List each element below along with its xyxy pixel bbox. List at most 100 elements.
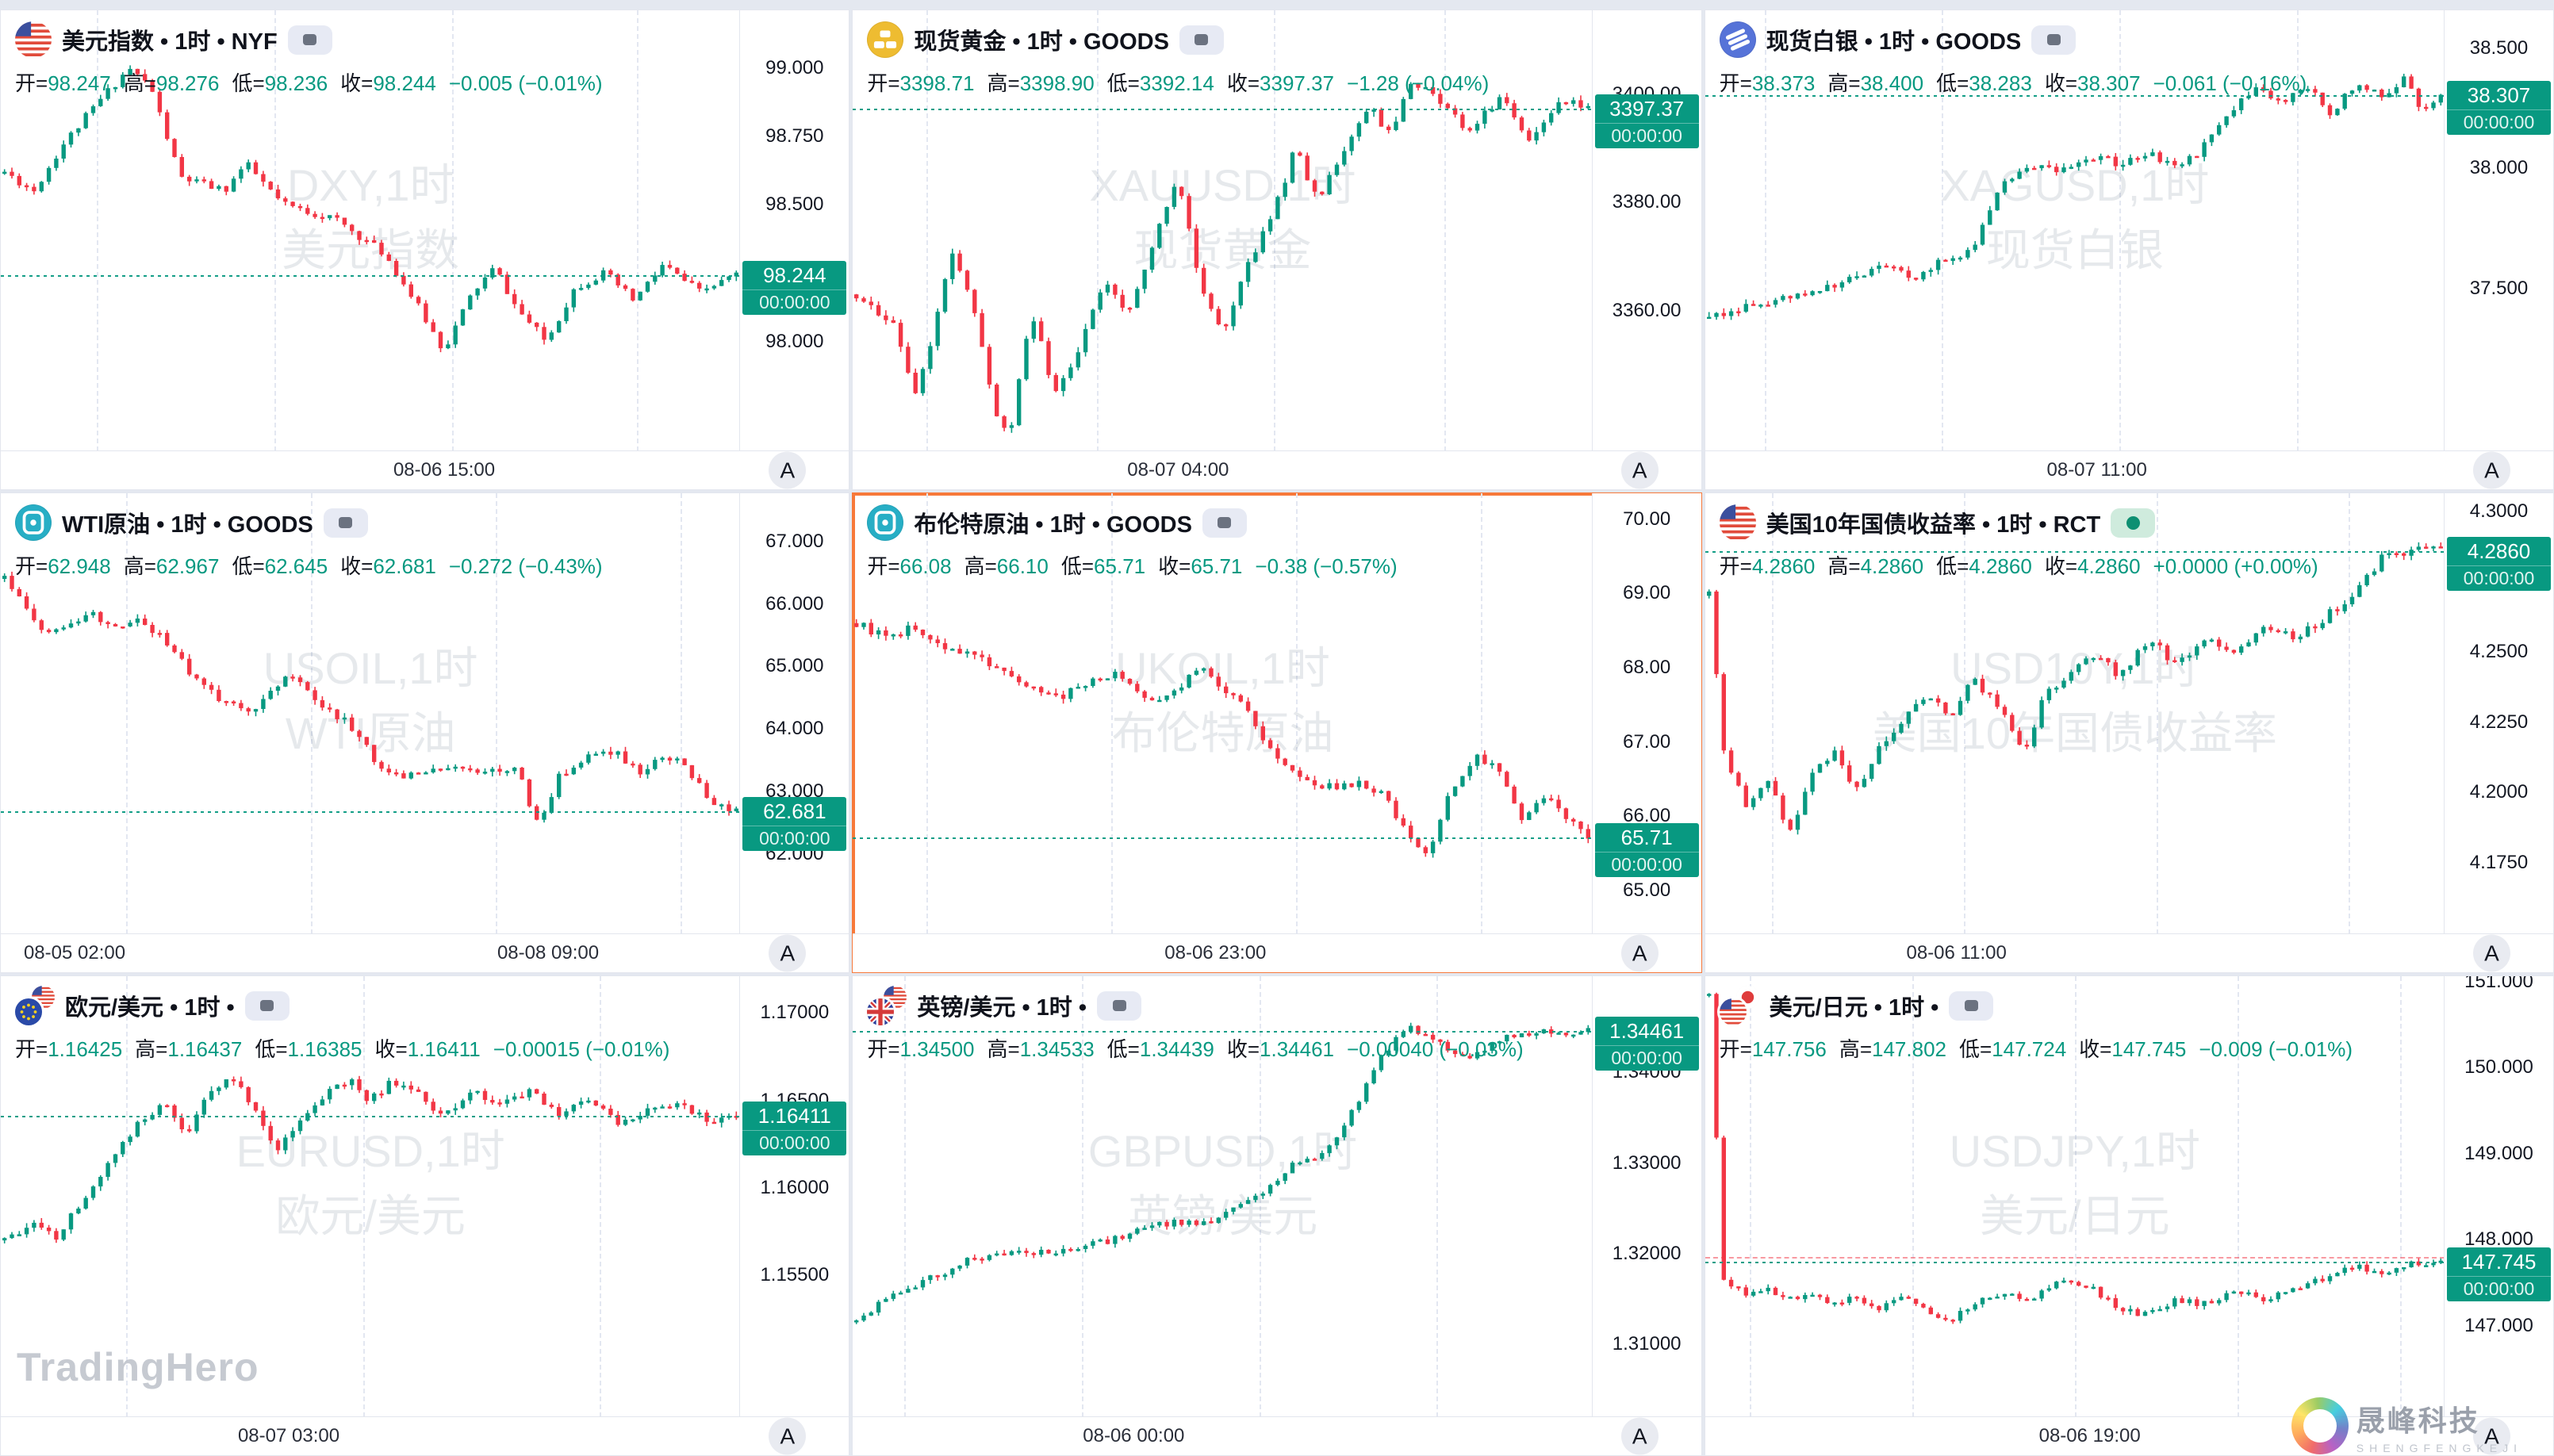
time-axis[interactable]: A 08-07 04:00: [853, 450, 1701, 489]
symbol-title[interactable]: WTI原油 • 1时 • GOODS: [62, 512, 313, 538]
chart-area[interactable]: EURUSD,1时 欧元/美元 TradingHero 欧元/美元 • 1时 • …: [1, 976, 741, 1417]
ohlc-low: 低=62.645: [232, 554, 328, 578]
price-tick: 1.32000: [1612, 1243, 1682, 1264]
session-break-line: [904, 976, 907, 1417]
time-axis[interactable]: A 08-06 11:00: [1705, 933, 2553, 972]
auto-scale-button[interactable]: A: [1620, 1417, 1659, 1455]
shengfeng-logo: 晟峰科技 SHENGFENGKEJI: [2291, 1397, 2522, 1454]
price-axis[interactable]: 38.500 38.000 37.500 38.307 00:00:00: [2444, 10, 2553, 451]
chart-panel-eurusd[interactable]: EURUSD,1时 欧元/美元 TradingHero 欧元/美元 • 1时 • …: [0, 975, 850, 1456]
chart-panel-usoil[interactable]: USOIL,1时 WTI原油 WTI原油 • 1时 • GOODS 开=62.94…: [0, 492, 850, 973]
symbol-title[interactable]: 现货白银 • 1时 • GOODS: [1766, 29, 2022, 55]
ohlc-change: −0.00015 (−0.01%): [493, 1037, 670, 1061]
legend-toggle[interactable]: [2031, 25, 2077, 55]
toggle-dot-icon: [303, 34, 317, 45]
session-break-line: [1749, 976, 1751, 1417]
time-axis[interactable]: A 08-06 23:00: [853, 933, 1701, 972]
chart-area[interactable]: USD10Y,1时 美国10年国债收益率 美国10年国债收益率 • 1时 • RC…: [1705, 493, 2445, 934]
legend-toggle[interactable]: [1097, 990, 1141, 1021]
ohlc-change: −0.005 (−0.01%): [448, 71, 603, 95]
auto-scale-button[interactable]: A: [2473, 1417, 2510, 1455]
price-tick: 98.500: [765, 193, 824, 215]
price-tick: 1.15500: [760, 1264, 830, 1285]
price-axis[interactable]: 1.17000 1.16500 1.16000 1.15500 1.16411 00:00…: [739, 976, 849, 1417]
price-axis[interactable]: 4.3000 4.2500 4.2250 4.2000 4.1750 4.2860 00:0…: [2444, 493, 2553, 934]
auto-scale-button[interactable]: A: [2473, 451, 2510, 489]
auto-scale-button[interactable]: A: [1620, 934, 1659, 972]
chart-panel-xagusd[interactable]: XAGUSD,1时 现货白银 现货白银 • 1时 • GOODS 开=38.373…: [1704, 10, 2554, 490]
chart-area[interactable]: USDJPY,1时 美元/日元 美元/日元 • 1时 • 开=147.756 高=1…: [1705, 976, 2445, 1417]
symbol-title[interactable]: 美元/日元 • 1时 •: [1769, 995, 1939, 1021]
auto-scale-button[interactable]: A: [769, 934, 807, 972]
legend-toggle-active[interactable]: [2111, 508, 2156, 538]
ohlc-change: −0.061 (−0.16%): [2153, 71, 2307, 95]
price-axis[interactable]: 99.000 98.750 98.500 98.000 98.244 00:00:00: [739, 10, 849, 451]
session-break-line: [600, 976, 601, 1417]
session-break-line: [1764, 10, 1766, 451]
time-axis[interactable]: A 08-06 00:00: [853, 1416, 1701, 1455]
chart-panel-gbpusd[interactable]: GBPUSD,1时 英镑/美元 英镑/美元 • 1时 • 开=1.34500 高=1…: [852, 975, 1702, 1456]
chart-area[interactable]: XAUUSD,1时 现货黄金 现货黄金 • 1时 • GOODS 开=3398.7…: [853, 10, 1593, 451]
chart-panel-usdjpy[interactable]: USDJPY,1时 美元/日元 美元/日元 • 1时 • 开=147.756 高=1…: [1704, 975, 2554, 1456]
auto-scale-button[interactable]: A: [2473, 934, 2510, 972]
ohlc-open: 开=147.756: [1719, 1037, 1827, 1061]
chart-legend: 美国10年国债收益率 • 1时 • RCT 开=4.2860 高=4.2860 低=…: [1719, 503, 2318, 580]
auto-scale-button[interactable]: A: [1620, 451, 1659, 489]
chart-legend: 现货白银 • 1时 • GOODS 开=38.373 高=38.400 低=38.2…: [1719, 20, 2307, 97]
price-axis[interactable]: 1.34000 1.33000 1.32000 1.31000 1.34461 00:00…: [1591, 976, 1701, 1417]
legend-toggle[interactable]: [1179, 25, 1224, 55]
symbol-title[interactable]: 美国10年国债收益率 • 1时 • RCT: [1766, 512, 2101, 538]
chart-area[interactable]: XAGUSD,1时 现货白银 现货白银 • 1时 • GOODS 开=38.373…: [1705, 10, 2445, 451]
symbol-title[interactable]: 布伦特原油 • 1时 • GOODS: [914, 512, 1192, 538]
toggle-dot-icon: [1964, 1000, 1978, 1011]
time-axis[interactable]: A 08-07 11:00: [1705, 450, 2553, 489]
session-break-line: [1963, 493, 1965, 934]
chart-panel-us10y[interactable]: USD10Y,1时 美国10年国债收益率 美国10年国债收益率 • 1时 • RC…: [1704, 492, 2554, 973]
price-tick: 1.31000: [1612, 1333, 1682, 1354]
time-axis[interactable]: A 08-06 15:00: [1, 450, 849, 489]
time-axis[interactable]: A 08-07 03:00: [1, 1416, 849, 1455]
ohlc-close: 收=98.244: [340, 71, 436, 95]
legend-toggle[interactable]: [287, 25, 332, 55]
time-axis-label: 08-06 11:00: [1906, 942, 2007, 964]
last-price-badge: 1.16411 00:00:00: [742, 1102, 847, 1155]
time-axis-label: 08-06 19:00: [2038, 1425, 2141, 1446]
auto-scale-button[interactable]: A: [769, 451, 807, 489]
price-tick: 3380.00: [1612, 191, 1682, 213]
chart-panel-dxy[interactable]: DXY,1时 美元指数 美元指数 • 1时 • NYF 开=98.247 高=98.…: [0, 10, 850, 490]
price-axis[interactable]: 151.000 150.000 149.000 148.000 147.000 147.7…: [2444, 976, 2553, 1417]
last-price-badge: 1.34461 00:00:00: [1594, 1017, 1699, 1071]
chart-area[interactable]: USOIL,1时 WTI原油 WTI原油 • 1时 • GOODS 开=62.94…: [1, 493, 741, 934]
time-axis[interactable]: A 08-05 02:00 08-08 09:00: [1, 933, 849, 972]
usd-jpy-flags-icon: [1719, 986, 1759, 1025]
chart-legend: 美元/日元 • 1时 • 开=147.756 高=147.802 低=147.724…: [1719, 986, 2353, 1063]
chart-area[interactable]: GBPUSD,1时 英镑/美元 英镑/美元 • 1时 • 开=1.34500 高=1…: [853, 976, 1593, 1417]
time-axis-label: 08-07 11:00: [2046, 459, 2147, 481]
price-axis[interactable]: 70.00 69.00 68.00 67.00 66.00 65.00 65.71 00:00…: [1591, 493, 1701, 934]
legend-toggle[interactable]: [1202, 508, 1247, 538]
legend-toggle[interactable]: [1949, 990, 1994, 1021]
price-tick: 66.00: [1623, 805, 1671, 826]
session-break-line: [2399, 976, 2402, 1417]
auto-scale-button[interactable]: A: [769, 1417, 807, 1455]
symbol-title[interactable]: 英镑/美元 • 1时 •: [917, 995, 1087, 1021]
symbol-title[interactable]: 美元指数 • 1时 • NYF: [62, 29, 278, 55]
symbol-title[interactable]: 现货黄金 • 1时 • GOODS: [914, 29, 1169, 55]
legend-toggle[interactable]: [244, 990, 290, 1021]
session-break-line: [1097, 10, 1099, 451]
ohlc-row: 开=62.948 高=62.967 低=62.645 收=62.681 −0.272 (…: [15, 550, 603, 580]
chart-area[interactable]: DXY,1时 美元指数 美元指数 • 1时 • NYF 开=98.247 高=98.…: [1, 10, 741, 451]
ohlc-open: 开=1.16425: [15, 1037, 123, 1061]
symbol-title[interactable]: 欧元/美元 • 1时 •: [65, 995, 235, 1021]
chart-panel-ukoil-selected[interactable]: UKOIL,1时 布伦特原油 布伦特原油 • 1时 • GOODS 开=66.08…: [852, 492, 1702, 973]
legend-toggle[interactable]: [323, 508, 368, 538]
ohlc-close: 收=1.16411: [374, 1037, 481, 1061]
chart-area[interactable]: UKOIL,1时 布伦特原油 布伦特原油 • 1时 • GOODS 开=66.08…: [853, 493, 1593, 934]
time-axis[interactable]: A 08-06 19:00: [1705, 1416, 2553, 1455]
price-tick: 67.00: [1623, 731, 1671, 753]
chart-panel-xauusd[interactable]: XAUUSD,1时 现货黄金 现货黄金 • 1时 • GOODS 开=3398.7…: [852, 10, 1702, 490]
session-break-line: [311, 493, 313, 934]
price-axis[interactable]: 67.000 66.000 65.000 64.000 63.000 62.000 62.6…: [739, 493, 849, 934]
alert-price-line: [1705, 1257, 2445, 1259]
